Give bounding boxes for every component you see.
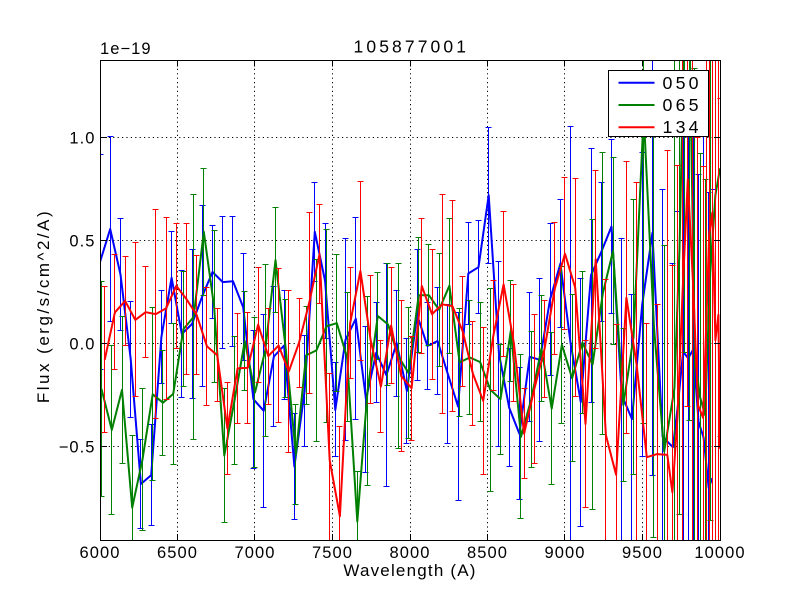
svg-text:105877001: 105877001 — [354, 36, 470, 56]
svg-text:Wavelength (A): Wavelength (A) — [343, 561, 476, 580]
svg-text:9500: 9500 — [622, 544, 663, 562]
svg-text:6500: 6500 — [157, 544, 198, 562]
svg-text:0.0: 0.0 — [69, 336, 95, 354]
svg-text:6000: 6000 — [80, 544, 121, 562]
svg-text:050: 050 — [663, 73, 702, 93]
svg-text:9000: 9000 — [545, 544, 586, 562]
svg-text:1e−19: 1e−19 — [100, 40, 152, 58]
svg-text:065: 065 — [663, 95, 702, 115]
svg-text:0.5: 0.5 — [69, 233, 95, 251]
svg-text:1.0: 1.0 — [69, 129, 95, 147]
svg-text:8000: 8000 — [390, 544, 431, 562]
svg-text:134: 134 — [663, 117, 702, 137]
svg-text:8500: 8500 — [467, 544, 508, 562]
svg-text:−0.5: −0.5 — [59, 439, 96, 457]
svg-text:Flux (erg/s/cm^2/A): Flux (erg/s/cm^2/A) — [34, 209, 53, 403]
svg-text:7500: 7500 — [312, 544, 353, 562]
svg-text:10000: 10000 — [694, 544, 745, 562]
svg-text:7000: 7000 — [235, 544, 276, 562]
